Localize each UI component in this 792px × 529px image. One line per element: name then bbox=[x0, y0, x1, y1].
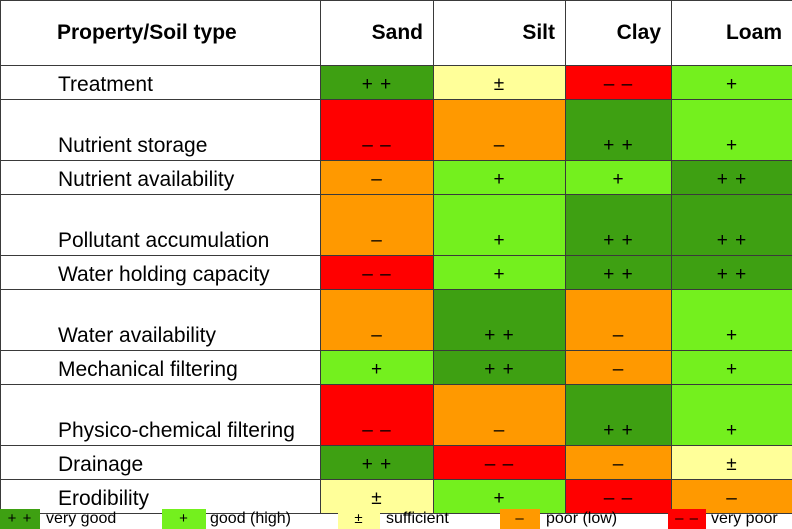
property-label: Mechanical filtering bbox=[0, 350, 321, 385]
table-body: Treatment + + ± – – + Nutrient storage – – – + +… bbox=[0, 65, 792, 514]
header-silt: Silt bbox=[433, 0, 566, 66]
rating-cell-silt: + bbox=[433, 160, 566, 195]
table-row: Nutrient storage – – – + + + bbox=[0, 99, 792, 161]
rating-cell-clay: – – bbox=[565, 65, 672, 100]
rating-cell-loam: – bbox=[671, 479, 792, 514]
table-row: Mechanical filtering + + + – + bbox=[0, 350, 792, 385]
rating-cell-clay: – bbox=[565, 350, 672, 385]
table-row: Treatment + + ± – – + bbox=[0, 65, 792, 100]
legend-swatch: ± bbox=[338, 509, 380, 529]
rating-cell-sand: – – bbox=[320, 255, 434, 290]
rating-cell-clay: + + bbox=[565, 384, 672, 446]
legend-label: sufficient bbox=[386, 510, 449, 527]
rating-cell-silt: + bbox=[433, 255, 566, 290]
rating-cell-sand: + bbox=[320, 350, 434, 385]
rating-cell-clay: – bbox=[565, 289, 672, 351]
rating-cell-sand: – bbox=[320, 194, 434, 256]
table-row: Pollutant accumulation – + + + + + bbox=[0, 194, 792, 256]
table-row: Nutrient availability – + + + + bbox=[0, 160, 792, 195]
header-clay: Clay bbox=[565, 0, 672, 66]
table-row: Physico-chemical filtering – – – + + + bbox=[0, 384, 792, 446]
legend-swatch: – bbox=[500, 509, 540, 529]
property-label: Physico-chemical filtering bbox=[0, 384, 321, 446]
rating-cell-loam: + bbox=[671, 384, 792, 446]
property-label: Treatment bbox=[0, 65, 321, 100]
table-row: Erodibility ± + – – – bbox=[0, 479, 792, 514]
rating-cell-silt: – – bbox=[433, 445, 566, 480]
header-sand: Sand bbox=[320, 0, 434, 66]
rating-cell-clay: + bbox=[565, 160, 672, 195]
header-property: Property/Soil type bbox=[0, 0, 321, 66]
rating-cell-silt: + bbox=[433, 194, 566, 256]
rating-cell-clay: – – bbox=[565, 479, 672, 514]
property-label: Drainage bbox=[0, 445, 321, 480]
rating-cell-sand: – – bbox=[320, 99, 434, 161]
rating-cell-sand: + + bbox=[320, 445, 434, 480]
property-label: Pollutant accumulation bbox=[0, 194, 321, 256]
property-label: Nutrient availability bbox=[0, 160, 321, 195]
legend-label: very good bbox=[46, 510, 117, 527]
table-row: Water holding capacity – – + + + + + bbox=[0, 255, 792, 290]
rating-cell-loam: + bbox=[671, 350, 792, 385]
legend-swatch: + bbox=[162, 509, 206, 529]
rating-cell-clay: – bbox=[565, 445, 672, 480]
rating-cell-sand: – – bbox=[320, 384, 434, 446]
property-label: Erodibility bbox=[0, 479, 321, 514]
rating-cell-sand: + + bbox=[320, 65, 434, 100]
property-label: Water availability bbox=[0, 289, 321, 351]
rating-cell-sand: – bbox=[320, 289, 434, 351]
rating-cell-silt: – bbox=[433, 384, 566, 446]
rating-cell-clay: + + bbox=[565, 194, 672, 256]
rating-cell-loam: + + bbox=[671, 160, 792, 195]
rating-cell-sand: – bbox=[320, 160, 434, 195]
rating-cell-loam: + bbox=[671, 99, 792, 161]
rating-cell-silt: + + bbox=[433, 289, 566, 351]
rating-cell-silt: – bbox=[433, 99, 566, 161]
legend-swatch: – – bbox=[668, 509, 706, 529]
legend-label: poor (low) bbox=[546, 510, 618, 527]
rating-cell-loam: + bbox=[671, 289, 792, 351]
property-label: Nutrient storage bbox=[0, 99, 321, 161]
rating-cell-clay: + + bbox=[565, 99, 672, 161]
rating-cell-loam: ± bbox=[671, 445, 792, 480]
table-row: Water availability – + + – + bbox=[0, 289, 792, 351]
rating-cell-silt: + + bbox=[433, 350, 566, 385]
legend-swatch: + + bbox=[0, 509, 40, 529]
legend-label: good (high) bbox=[210, 510, 291, 527]
rating-cell-silt: ± bbox=[433, 65, 566, 100]
rating-cell-silt: + bbox=[433, 479, 566, 514]
header-loam: Loam bbox=[671, 0, 792, 66]
rating-cell-loam: + bbox=[671, 65, 792, 100]
rating-cell-loam: + + bbox=[671, 255, 792, 290]
legend: + + very good + good (high) ± sufficient – poor… bbox=[0, 509, 792, 529]
property-label: Water holding capacity bbox=[0, 255, 321, 290]
rating-cell-clay: + + bbox=[565, 255, 672, 290]
soil-property-table: Property/Soil type Sand Silt Clay Loam T… bbox=[0, 0, 792, 514]
legend-label: very poor bbox=[711, 510, 778, 527]
table-row: Drainage + + – – – ± bbox=[0, 445, 792, 480]
header-row: Property/Soil type Sand Silt Clay Loam bbox=[0, 0, 792, 66]
rating-cell-loam: + + bbox=[671, 194, 792, 256]
